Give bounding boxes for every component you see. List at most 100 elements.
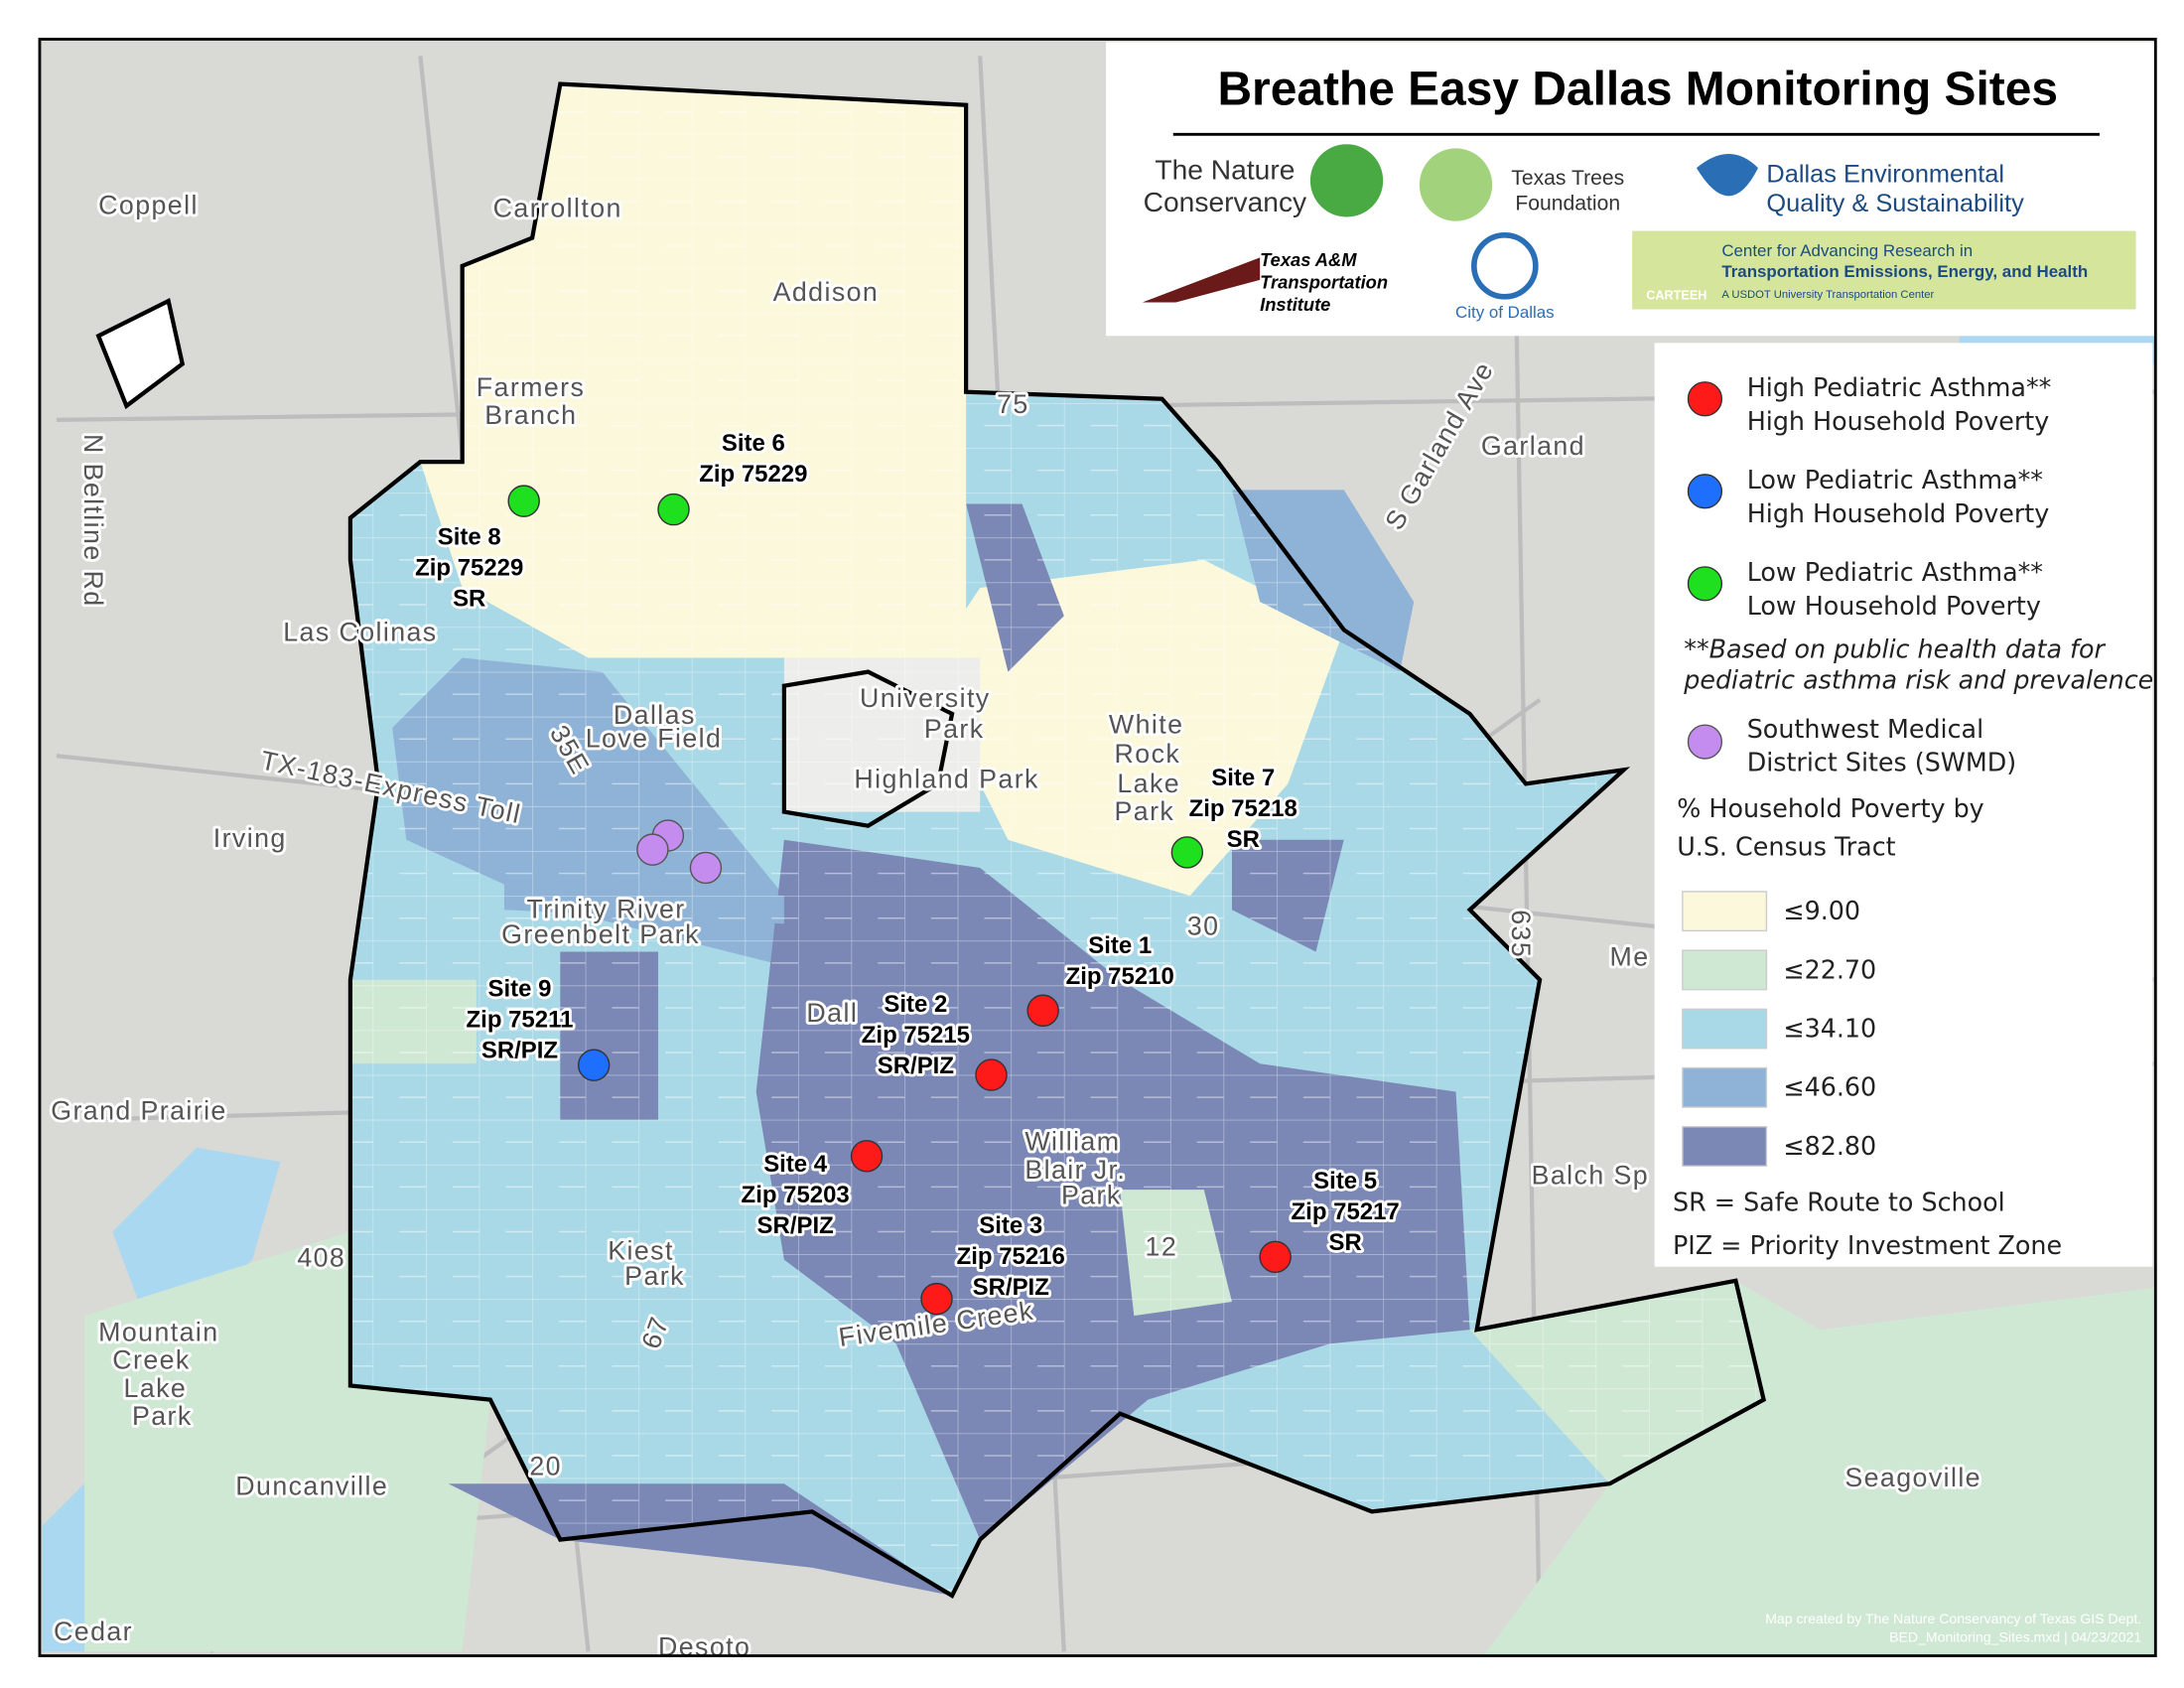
frame <box>38 38 2157 1657</box>
place-label: Addison <box>773 277 880 307</box>
legend-label: Southwest Medical <box>1747 714 1983 744</box>
site-label: Site 7 <box>1211 765 1275 791</box>
partner-text: CARTEEH <box>1646 289 1706 303</box>
legend-label: District Sites (SWMD) <box>1747 748 2016 777</box>
site-label: SR <box>1227 826 1260 853</box>
place-label: Duncanville <box>235 1471 388 1500</box>
place-label: 20 <box>529 1452 562 1481</box>
site-marker <box>507 485 540 517</box>
place-label: Park <box>624 1261 685 1291</box>
site-marker <box>1170 836 1204 869</box>
place-label: Desoto <box>658 1632 751 1662</box>
site-label: Site 4 <box>763 1151 828 1178</box>
legend-marker <box>1687 724 1723 760</box>
place-label: Dall <box>806 998 858 1028</box>
dallas-boundary <box>347 81 1767 1599</box>
place-label: Park <box>132 1401 193 1431</box>
legend-marker <box>1687 474 1723 509</box>
abbreviation: SR = Safe Route to School <box>1673 1187 2005 1216</box>
logo-icon <box>1696 154 1758 197</box>
logo-icon <box>1142 257 1261 303</box>
site-label: Site 8 <box>438 523 501 550</box>
partner-text: Center for Advancing Research in <box>1721 241 1973 260</box>
place-label: 75 <box>997 389 1029 419</box>
place-label: Lake <box>1117 769 1180 798</box>
site-label: Zip 75210 <box>1066 963 1174 990</box>
place-label: Seagoville <box>1844 1463 1981 1492</box>
partner-text: Texas A&M <box>1260 249 1357 270</box>
legend-label: Low Household Poverty <box>1747 591 2041 621</box>
park-cities-boundary <box>781 669 955 828</box>
census-tracts <box>84 83 2156 1656</box>
footnote: **Based on public health data for <box>1684 634 2106 664</box>
place-label: Cedar <box>54 1617 133 1646</box>
site-label: Zip 75217 <box>1292 1198 1400 1225</box>
legend-class: ≤22.70 <box>1783 954 1876 984</box>
site-marker <box>657 492 690 526</box>
site-label: Zip 75211 <box>467 1007 574 1034</box>
partner-text: Conservancy <box>1144 186 1307 217</box>
partner-text: Foundation <box>1515 192 1620 214</box>
site-label: SR <box>453 585 485 612</box>
legend-marker <box>1687 381 1723 417</box>
partner-text: Texas Trees <box>1511 167 1624 190</box>
swmd-marker <box>636 833 669 866</box>
place-label: Highland Park <box>854 765 1038 794</box>
legend-swatch <box>1682 1008 1768 1050</box>
place-label: 30 <box>1187 912 1220 941</box>
site-label: Zip 75218 <box>1189 795 1297 822</box>
partner-text: Transportation <box>1260 271 1388 292</box>
site-label: SR/PIZ <box>481 1038 558 1064</box>
abbreviation: PIZ = Priority Investment Zone <box>1673 1230 2062 1260</box>
site-marker <box>975 1058 1008 1091</box>
legend-swatch <box>1682 1066 1768 1108</box>
site-label: Site 9 <box>488 976 552 1003</box>
place-label: William <box>1024 1127 1120 1157</box>
legend-label: Low Pediatric Asthma** <box>1747 557 2043 587</box>
site-label: Zip 75229 <box>699 461 807 488</box>
place-label: Mountain <box>98 1317 218 1346</box>
place-label: White <box>1109 710 1183 740</box>
partner-text: Quality & Sustainability <box>1766 190 2024 217</box>
legend-label: High Household Poverty <box>1747 498 2050 528</box>
place-label: Rock <box>1115 739 1181 769</box>
title: Breathe Easy Dallas Monitoring Sites <box>1217 64 2058 116</box>
place-label: Love Field <box>586 724 723 754</box>
site-label: Site 2 <box>884 991 947 1018</box>
legend-swatch <box>1682 891 1768 932</box>
legend-marker <box>1687 566 1723 602</box>
place-label: Trinity River <box>527 895 686 924</box>
place-label: University <box>860 683 991 713</box>
legend-swatch <box>1682 1126 1768 1167</box>
place-label: Carrollton <box>493 193 622 222</box>
place-label: Creek <box>112 1345 190 1375</box>
site-label: Zip 75203 <box>742 1182 850 1208</box>
site-marker <box>577 1049 611 1081</box>
place-label: N Beltline Rd <box>78 434 108 608</box>
legend-heading: % Household Poverty by <box>1677 793 1983 823</box>
legend-class: ≤82.80 <box>1783 1131 1876 1161</box>
place-label: 408 <box>297 1243 345 1273</box>
place-label: Dallas <box>614 700 696 730</box>
legend-class: ≤34.10 <box>1783 1014 1876 1044</box>
logo-icon <box>1309 144 1384 217</box>
legend: High Pediatric Asthma** High Household Po… <box>1673 372 2153 1260</box>
site-label: Site 3 <box>979 1212 1042 1239</box>
site-label: Site 1 <box>1088 932 1152 959</box>
place-label: Lake <box>124 1373 188 1403</box>
legend-label: High Household Poverty <box>1747 406 2050 436</box>
place-label: Blair Jr. <box>1024 1155 1126 1185</box>
partner-text: Institute <box>1260 294 1330 315</box>
place-label: Greenbelt Park <box>501 919 700 949</box>
legend-heading: U.S. Census Tract <box>1677 831 1895 861</box>
logo-icon <box>1419 148 1493 221</box>
site-marker <box>850 1140 884 1173</box>
site-label: Site 6 <box>722 430 785 457</box>
site-marker <box>920 1282 953 1316</box>
place-label: Las Colinas <box>283 618 437 647</box>
legend-label: Low Pediatric Asthma** <box>1747 465 2043 494</box>
credit: BED_Monitoring_Sites.mxd | 04/23/2021 <box>1889 1628 2141 1644</box>
partner-text: Dallas Environmental <box>1766 160 2004 188</box>
place-label: Balch Sp <box>1532 1161 1649 1191</box>
